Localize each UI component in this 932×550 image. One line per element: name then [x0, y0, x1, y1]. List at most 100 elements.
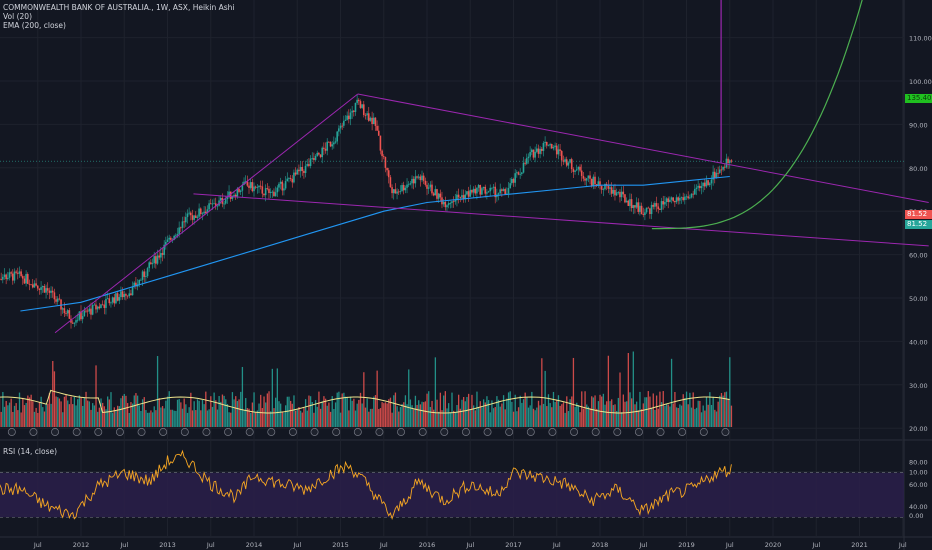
volume-bar — [409, 399, 412, 427]
candle-body — [472, 188, 475, 193]
candle-body — [28, 283, 31, 285]
volume-bar — [183, 398, 185, 427]
event-marker-icon — [721, 428, 730, 436]
candle-body — [723, 166, 726, 168]
candle-body — [579, 166, 581, 171]
volume-bar — [374, 395, 377, 427]
volume-bar — [393, 395, 395, 427]
candle-body — [80, 311, 82, 320]
volume-indicator-label[interactable]: Vol (20) — [3, 12, 33, 21]
candle-body — [494, 186, 497, 198]
candle-body — [604, 183, 606, 190]
candle-body — [501, 189, 503, 191]
ema-indicator-label[interactable]: EMA (200, close) — [3, 21, 66, 30]
price-tick-label: 110.00 — [909, 35, 932, 43]
candle-body — [21, 276, 24, 279]
candle-body — [86, 310, 89, 312]
volume-bar — [141, 399, 144, 427]
candle-body — [58, 298, 61, 300]
candle-body — [469, 189, 472, 197]
volume-bar — [195, 410, 197, 427]
candle-body — [715, 172, 718, 179]
candle-body — [364, 115, 367, 116]
candle-body — [111, 297, 114, 303]
volume-bar — [621, 412, 623, 427]
volume-bar — [730, 405, 733, 427]
event-marker-icon — [332, 428, 341, 436]
volume-bar — [165, 400, 167, 427]
candle-body — [584, 178, 586, 181]
volume-bar — [303, 407, 305, 427]
volume-bar — [95, 365, 97, 427]
volume-bar — [684, 397, 686, 427]
rsi-indicator-label[interactable]: RSI (14, close) — [3, 447, 58, 456]
volume-bar — [225, 399, 227, 427]
volume-bar — [83, 397, 86, 427]
candle-body — [13, 271, 16, 281]
price-tick-label: 40.00 — [909, 338, 928, 346]
symbol-title[interactable]: COMMONWEALTH BANK OF AUSTRALIA., 1W, ASX… — [3, 3, 235, 12]
volume-bar — [216, 409, 219, 427]
candle-body — [46, 288, 49, 291]
volume-bar — [0, 411, 2, 427]
candle-body — [532, 149, 535, 158]
candle-body — [592, 176, 595, 186]
candle-body — [291, 178, 294, 183]
candle-body — [176, 234, 179, 236]
candle-body — [279, 181, 282, 184]
candle-body — [682, 197, 684, 201]
volume-bar — [453, 410, 455, 427]
volume-bar — [418, 400, 420, 427]
candle-body — [607, 185, 610, 189]
volume-bar — [171, 409, 174, 427]
candle-body — [88, 308, 91, 312]
volume-bar — [180, 402, 182, 427]
volume-bar — [329, 411, 332, 427]
candle-body — [700, 186, 703, 189]
volume-bar — [5, 400, 7, 427]
candle-body — [309, 158, 312, 167]
candle-body — [223, 203, 225, 205]
volume-bar — [697, 400, 699, 427]
volume-bar — [443, 395, 445, 427]
candle-body — [25, 274, 27, 284]
candle-body — [274, 192, 277, 197]
candle-body — [36, 285, 39, 289]
volume-bar — [102, 402, 104, 427]
time-tick-label: Jul — [898, 541, 907, 549]
candle-body — [542, 142, 545, 151]
volume-bar — [77, 399, 79, 427]
candle-body — [66, 310, 69, 314]
volume-bar — [487, 400, 490, 427]
volume-bar — [469, 409, 471, 427]
candle-body — [30, 284, 32, 286]
candle-body — [308, 164, 310, 167]
candle-body — [93, 304, 96, 306]
volume-bar — [404, 395, 407, 427]
candle-body — [236, 188, 239, 197]
volume-bar — [472, 405, 475, 427]
volume-bar — [280, 403, 282, 427]
candle-body — [575, 169, 578, 171]
candle-body — [263, 193, 265, 196]
volume-bar — [516, 411, 518, 427]
candle-body — [331, 144, 333, 147]
candle-body — [392, 189, 395, 194]
candle-body — [417, 176, 420, 178]
volume-bar — [265, 402, 267, 427]
candle-body — [456, 194, 458, 201]
volume-bar — [250, 412, 252, 427]
volume-bar — [319, 408, 322, 427]
volume-bar — [429, 406, 432, 427]
candle-body — [372, 117, 375, 124]
candle-body — [555, 145, 558, 155]
volume-bar — [35, 407, 37, 427]
trendline-lower — [193, 193, 929, 247]
volume-bar — [477, 407, 480, 427]
candle-body — [689, 197, 691, 199]
volume-bar — [408, 369, 410, 427]
event-marker-icon — [591, 428, 600, 436]
volume-bar — [391, 412, 393, 427]
